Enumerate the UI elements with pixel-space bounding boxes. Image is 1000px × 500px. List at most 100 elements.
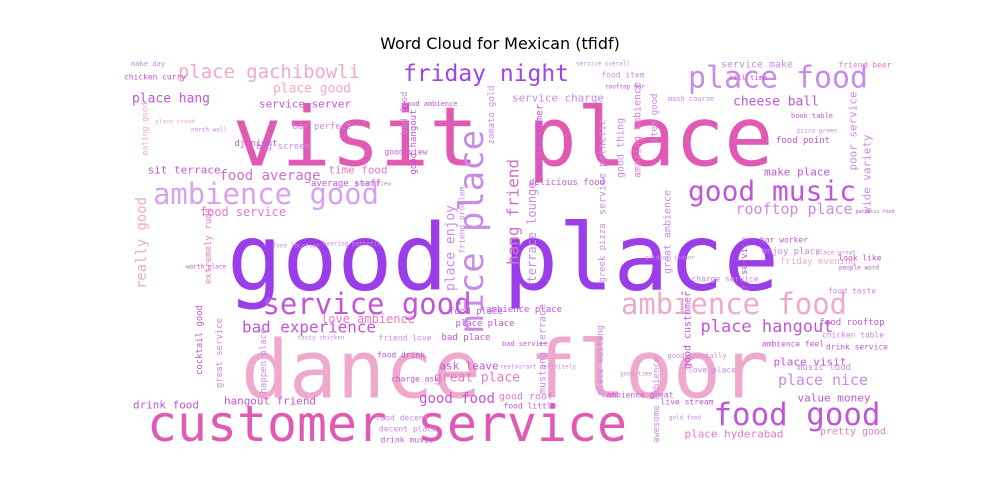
- cloud-word: book table: [791, 112, 833, 120]
- cloud-word: bar worker: [760, 236, 808, 245]
- cloud-word: zomato gold: [487, 86, 497, 145]
- cloud-word: friend love: [379, 334, 432, 343]
- cloud-word: food point: [776, 136, 830, 146]
- cloud-word: great view: [355, 181, 391, 188]
- cloud-word: place crowd: [155, 119, 195, 126]
- cloud-word: tasty chicken: [298, 335, 345, 342]
- cloud-word: service charge: [512, 92, 604, 105]
- cloud-word: good food: [419, 391, 495, 407]
- cloud-word: delicious food: [529, 178, 605, 188]
- cloud-word: ambience food: [621, 287, 847, 321]
- cloud-word: average staff: [311, 179, 381, 189]
- cloud-word: service overall: [576, 61, 630, 68]
- cloud-word: customer service: [147, 395, 627, 453]
- cloud-word: service good: [263, 287, 472, 321]
- cloud-word: dance floor: [241, 324, 769, 417]
- cloud-word: drink service: [826, 343, 888, 352]
- cloud-word: place gachibowli: [178, 61, 360, 83]
- cloud-word: look like: [839, 254, 882, 263]
- cloud-word: poor service: [847, 92, 860, 171]
- cloud-word: live stream: [661, 398, 714, 407]
- cloud-word: extremely rude: [204, 208, 214, 284]
- cloud-word: place good: [273, 82, 351, 97]
- cloud-word: food average: [220, 168, 321, 184]
- cloud-word: place enjoy: [444, 205, 459, 291]
- cloud-word: place hang: [132, 92, 210, 107]
- cloud-word: item good: [650, 94, 660, 143]
- cloud-word: pretty good: [820, 427, 886, 438]
- cloud-word: bad food: [400, 92, 410, 135]
- cloud-word: hang friend: [504, 159, 523, 265]
- cloud-word: food item: [602, 71, 645, 80]
- cloud-word: good place: [227, 205, 779, 312]
- cloud-word: cheese ball: [733, 95, 819, 110]
- cloud-word: great service: [215, 318, 225, 388]
- cloud-word: service make: [721, 60, 793, 71]
- cloud-word: service pathetic: [598, 119, 609, 215]
- cloud-word: service server: [259, 98, 351, 111]
- cloud-word: make day: [131, 60, 165, 68]
- cloud-word: chicken curry: [124, 73, 186, 82]
- cloud-word: friday evening: [780, 257, 856, 267]
- cloud-word: friday night: [403, 61, 569, 87]
- cloud-word: place hangout: [701, 317, 834, 337]
- chart-title: Word Cloud for Mexican (tfidf): [380, 34, 620, 53]
- cloud-word: good specially: [668, 352, 727, 360]
- cloud-word: bad place: [442, 333, 491, 343]
- cloud-word: dj night: [235, 139, 278, 149]
- cloud-word: ambience good: [153, 177, 379, 211]
- cloud-word: mustang terrace: [538, 304, 549, 394]
- cloud-word: place visit: [774, 356, 847, 369]
- cloud-word: greek pizza: [598, 224, 608, 283]
- cloud-word: love place: [688, 366, 736, 375]
- cloud-word: good thing: [616, 118, 627, 178]
- cloud-word: food place: [449, 307, 503, 317]
- cloud-word: food service: [200, 205, 286, 219]
- cloud-word: food decent: [376, 414, 429, 423]
- cloud-word: bad experience: [242, 318, 376, 337]
- cloud-word: make place: [764, 166, 830, 179]
- cloud-word: good view: [385, 148, 428, 157]
- cloud-word: food little: [504, 402, 557, 411]
- cloud-word: north wall: [191, 127, 227, 134]
- cloud-word: happen place: [259, 329, 269, 394]
- cloud-word: dj service: [740, 237, 750, 291]
- cloud-word: drink music: [381, 436, 434, 445]
- cloud-word: drink food: [133, 399, 199, 412]
- cloud-word: eating good: [141, 102, 150, 155]
- cloud-word: pizza green: [797, 128, 837, 135]
- cloud-word: food drink: [377, 351, 425, 360]
- cloud-word: great ambience: [663, 190, 674, 274]
- cloud-word: restaurant definitely: [500, 364, 576, 371]
- cloud-word: bad customer: [535, 104, 546, 176]
- cloud-word: ambience feel: [762, 340, 824, 349]
- cloud-word: food ambience: [403, 100, 458, 108]
- cloud-word: terrace lounge: [525, 182, 539, 283]
- cloud-word: good customer: [683, 291, 694, 369]
- cloud-word: chicken table: [822, 331, 884, 340]
- cloud-word: friend beer: [839, 61, 892, 70]
- cloud-word: visit place: [233, 91, 774, 186]
- cloud-word: bad service: [502, 340, 548, 348]
- cloud-word: love ambience: [321, 312, 415, 326]
- cloud-word: place food: [688, 61, 868, 96]
- cloud-word: good music: [688, 175, 856, 208]
- cloud-word: worth place: [186, 264, 226, 271]
- cloud-background: [125, 59, 896, 440]
- words-layer: good place visit place dance floorcustomer…: [124, 60, 895, 454]
- cloud-word: people word: [839, 265, 879, 272]
- cloud-word: place great: [816, 250, 856, 257]
- cloud-word: enjoy place: [762, 247, 821, 257]
- cloud-word: awesome ambience: [652, 357, 662, 443]
- cloud-word: rooftop bar: [605, 84, 645, 91]
- cloud-word: mash course: [668, 95, 714, 103]
- cloud-word: place place: [456, 319, 515, 329]
- cloud-word: ask leave: [440, 360, 499, 373]
- cloud-word: good time: [620, 371, 652, 378]
- cloud-word: food taste: [828, 287, 876, 296]
- cloud-word: amazing ambience: [633, 82, 644, 178]
- cloud-word: outdoor indoor: [645, 255, 695, 262]
- cloud-word: place hyderabad: [685, 428, 784, 441]
- cloud-word: place nice: [778, 371, 868, 389]
